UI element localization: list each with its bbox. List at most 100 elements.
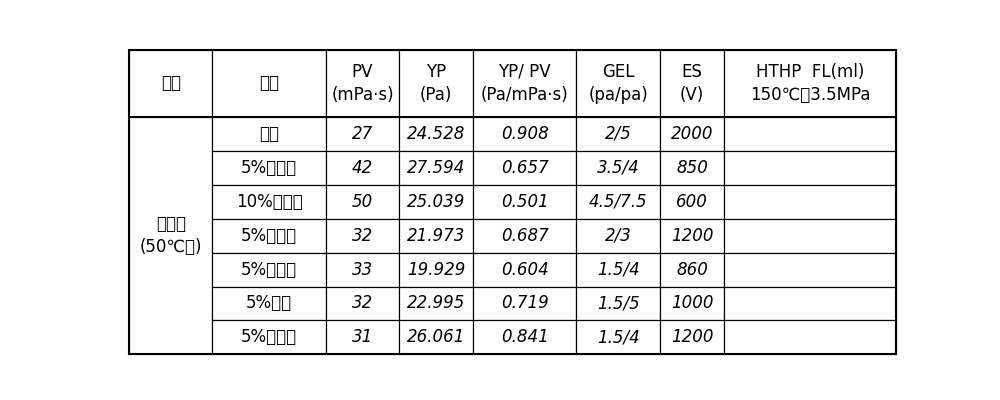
Bar — [399, 184, 473, 218]
Bar — [399, 50, 473, 117]
Bar — [399, 286, 473, 320]
Bar — [660, 320, 724, 354]
Bar — [399, 117, 473, 150]
Bar — [326, 117, 399, 150]
Text: 1000: 1000 — [671, 294, 713, 312]
Text: 0.501: 0.501 — [501, 192, 549, 210]
Bar — [399, 320, 473, 354]
Bar — [399, 252, 473, 286]
Bar — [212, 320, 326, 354]
Text: 25.039: 25.039 — [407, 192, 465, 210]
Text: 22.995: 22.995 — [407, 294, 465, 312]
Text: 1.5/4: 1.5/4 — [597, 260, 640, 278]
Text: 31: 31 — [352, 328, 373, 346]
Text: 条件: 条件 — [259, 74, 279, 92]
Bar — [724, 184, 896, 218]
Bar — [326, 286, 399, 320]
Bar — [473, 218, 576, 252]
Bar — [212, 150, 326, 184]
Bar — [473, 320, 576, 354]
Text: 2/3: 2/3 — [605, 226, 632, 244]
Bar — [660, 252, 724, 286]
Text: 24.528: 24.528 — [407, 125, 465, 143]
Text: 1200: 1200 — [671, 226, 713, 244]
Bar — [724, 252, 896, 286]
Text: 26.061: 26.061 — [407, 328, 465, 346]
Text: 27.594: 27.594 — [407, 158, 465, 176]
Text: 1200: 1200 — [671, 328, 713, 346]
Bar — [660, 218, 724, 252]
Text: 0.604: 0.604 — [501, 260, 549, 278]
Bar — [724, 286, 896, 320]
Bar — [660, 286, 724, 320]
Bar — [473, 252, 576, 286]
Text: YP
(Pa): YP (Pa) — [420, 63, 452, 104]
Text: 1.5/5: 1.5/5 — [597, 294, 640, 312]
Bar — [399, 150, 473, 184]
Text: 50: 50 — [352, 192, 373, 210]
Text: 850: 850 — [676, 158, 708, 176]
Bar — [326, 184, 399, 218]
Bar — [724, 117, 896, 150]
Text: 5%石膏: 5%石膏 — [246, 294, 292, 312]
Bar — [660, 184, 724, 218]
Bar — [129, 50, 212, 117]
Bar — [724, 218, 896, 252]
Text: 33: 33 — [352, 260, 373, 278]
Text: 热滚前
(50℃测): 热滚前 (50℃测) — [139, 215, 202, 256]
Bar — [724, 50, 896, 117]
Bar — [212, 218, 326, 252]
Text: 32: 32 — [352, 226, 373, 244]
Bar — [576, 218, 660, 252]
Bar — [326, 50, 399, 117]
Text: 19.929: 19.929 — [407, 260, 465, 278]
Bar — [576, 320, 660, 354]
Text: PV
(mPa·s): PV (mPa·s) — [331, 63, 394, 104]
Text: 2/5: 2/5 — [605, 125, 632, 143]
Bar — [576, 184, 660, 218]
Bar — [212, 286, 326, 320]
Text: 空白: 空白 — [259, 125, 279, 143]
Bar — [129, 117, 212, 354]
Bar — [576, 117, 660, 150]
Bar — [660, 117, 724, 150]
Text: 32: 32 — [352, 294, 373, 312]
Text: 0.908: 0.908 — [501, 125, 549, 143]
Bar — [576, 252, 660, 286]
Text: 21.973: 21.973 — [407, 226, 465, 244]
Bar — [576, 150, 660, 184]
Bar — [576, 286, 660, 320]
Bar — [724, 150, 896, 184]
Bar — [576, 50, 660, 117]
Bar — [660, 150, 724, 184]
Bar — [399, 218, 473, 252]
Text: 0.719: 0.719 — [501, 294, 549, 312]
Text: 42: 42 — [352, 158, 373, 176]
Bar — [212, 184, 326, 218]
Text: 3.5/4: 3.5/4 — [597, 158, 640, 176]
Text: 0.657: 0.657 — [501, 158, 549, 176]
Text: 项目: 项目 — [161, 74, 181, 92]
Text: GEL
(pa/pa): GEL (pa/pa) — [588, 63, 648, 104]
Text: 27: 27 — [352, 125, 373, 143]
Text: 0.687: 0.687 — [501, 226, 549, 244]
Bar — [212, 117, 326, 150]
Text: HTHP  FL(ml)
150℃、3.5MPa: HTHP FL(ml) 150℃、3.5MPa — [750, 63, 870, 104]
Bar — [660, 50, 724, 117]
Text: 0.841: 0.841 — [501, 328, 549, 346]
Text: ES
(V): ES (V) — [680, 63, 704, 104]
Bar — [326, 218, 399, 252]
Bar — [212, 50, 326, 117]
Text: 5%自来水: 5%自来水 — [241, 158, 297, 176]
Bar — [212, 252, 326, 286]
Text: 2000: 2000 — [671, 125, 713, 143]
Text: YP/ PV
(Pa/mPa·s): YP/ PV (Pa/mPa·s) — [481, 63, 569, 104]
Bar — [326, 252, 399, 286]
Bar — [724, 320, 896, 354]
Text: 4.5/7.5: 4.5/7.5 — [589, 192, 648, 210]
Text: 600: 600 — [676, 192, 708, 210]
Bar — [473, 117, 576, 150]
Bar — [473, 286, 576, 320]
Bar — [473, 184, 576, 218]
Bar — [326, 150, 399, 184]
